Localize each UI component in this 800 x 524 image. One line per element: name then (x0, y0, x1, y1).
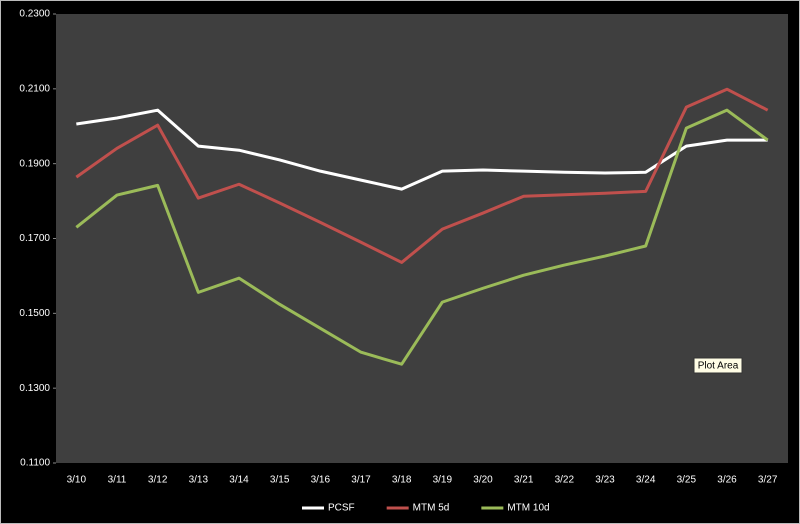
x-tick-label: 3/16 (311, 475, 331, 486)
y-tick-label: 0.2300 (19, 9, 50, 20)
y-tick-label: 0.1100 (20, 458, 50, 469)
x-tick-label: 3/24 (636, 475, 656, 486)
x-tick-label: 3/19 (433, 475, 453, 486)
series-line (75, 108, 769, 366)
series-line (75, 87, 769, 264)
y-tick-label: 0.1700 (19, 233, 50, 244)
x-tick-label: 3/21 (514, 475, 534, 486)
x-tick-label: 3/14 (229, 475, 249, 486)
y-tick-label: 0.1300 (19, 383, 50, 394)
x-tick-label: 3/12 (148, 475, 168, 486)
x-tick-label: 3/23 (595, 475, 615, 486)
series-line (76, 108, 768, 191)
annotation-box (693, 357, 743, 374)
x-tick-label: 3/10 (67, 475, 87, 486)
x-tick-label: 3/11 (108, 475, 127, 486)
legend-label: MTM 5d (413, 503, 450, 514)
y-tick-label: 0.2100 (19, 83, 50, 94)
x-tick-label: 3/25 (677, 475, 697, 486)
x-tick-label: 3/22 (555, 475, 575, 486)
legend-label: MTM 10d (507, 503, 549, 514)
x-tick-label: 3/20 (473, 475, 493, 486)
x-tick-label: 3/26 (717, 475, 737, 486)
x-tick-label: 3/15 (270, 475, 290, 486)
x-tick-label: 3/17 (351, 475, 371, 486)
x-tick-label: 3/27 (758, 475, 778, 486)
x-tick-label: 3/18 (392, 475, 412, 486)
y-tick-label: 0.1500 (19, 308, 50, 319)
legend-label: PCSF (328, 503, 355, 514)
plot-area (56, 14, 788, 463)
annotation: Plot Area (698, 361, 739, 372)
x-tick-label: 3/13 (189, 475, 209, 486)
y-tick-label: 0.1900 (19, 158, 50, 169)
